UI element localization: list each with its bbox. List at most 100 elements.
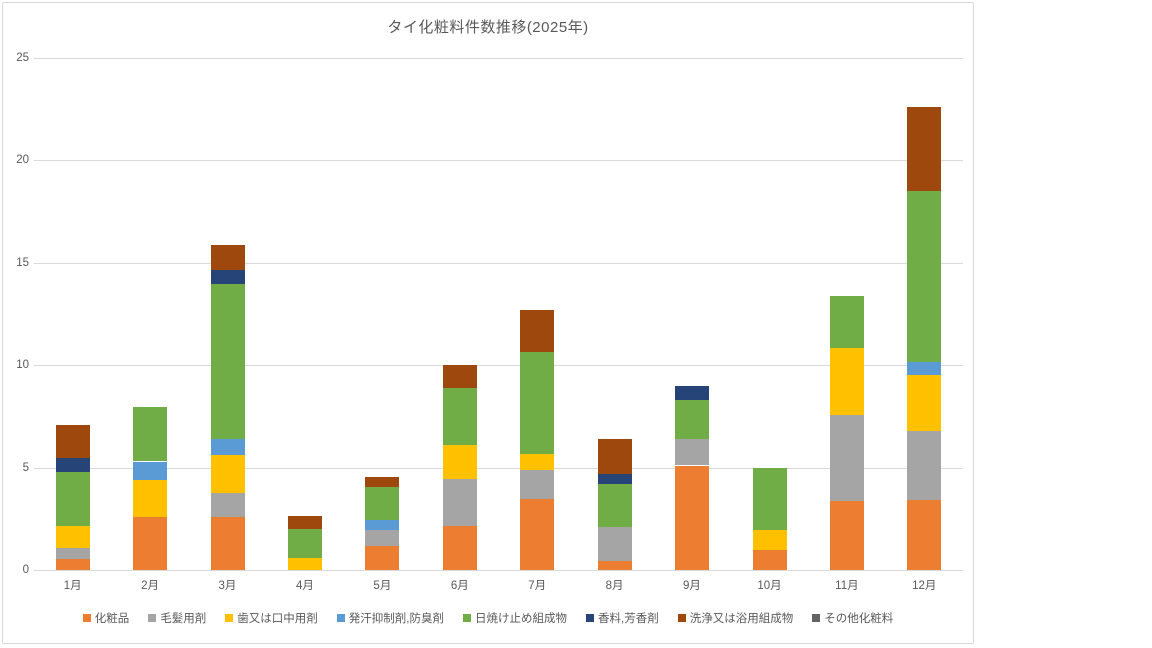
legend-item[interactable]: 歯又は口中用剤	[225, 610, 318, 626]
legend-item[interactable]: その他化粧料	[812, 610, 893, 626]
bar-segment[interactable]	[55, 547, 90, 559]
bar-segment[interactable]	[210, 245, 245, 270]
legend-item[interactable]: 日焼け止め組成物	[463, 610, 567, 626]
bar-segment[interactable]	[752, 530, 787, 550]
bar-segment[interactable]	[520, 499, 555, 570]
bar-segment[interactable]	[675, 400, 709, 439]
bar-segment[interactable]	[907, 362, 942, 376]
y-axis-tick-label: 15	[16, 256, 29, 269]
x-axis-tick-label: 7月	[528, 580, 547, 592]
bar-segment[interactable]	[133, 461, 168, 480]
x-axis-tick-label: 11月	[835, 580, 859, 592]
legend-item-label: 香料,芳香剤	[598, 613, 659, 625]
gridline	[34, 365, 963, 367]
y-axis-tick-label: 5	[22, 461, 29, 474]
legend-swatch-icon	[82, 614, 91, 622]
bar-segment[interactable]	[829, 347, 864, 416]
bar-segment[interactable]	[288, 515, 322, 529]
bar-segment[interactable]	[597, 438, 632, 474]
x-axis-tick-label: 8月	[605, 580, 624, 592]
x-axis-tick-label: 12月	[912, 580, 937, 592]
bar-segment[interactable]	[597, 473, 632, 484]
gridline	[34, 160, 963, 162]
bar-segment[interactable]	[55, 458, 90, 472]
bar-segment[interactable]	[55, 424, 90, 459]
bar-segment[interactable]	[829, 501, 864, 570]
legend: 化粧品 毛髪用剤 歯又は口中用剤 発汗抑制剤,防臭剤 日焼け止め組成物 香料,芳香剤 洗浄又…	[3, 610, 973, 626]
bar-segment[interactable]	[907, 430, 942, 501]
bar-segment[interactable]	[752, 467, 787, 531]
bar-segment[interactable]	[55, 558, 90, 570]
legend-swatch-icon	[586, 614, 594, 622]
bar-segment[interactable]	[442, 478, 477, 526]
legend-swatch-icon	[677, 614, 686, 622]
bar-segment[interactable]	[210, 493, 245, 517]
y-axis-tick-label: 25	[16, 52, 29, 64]
legend-swatch-icon	[225, 614, 234, 622]
bar-segment[interactable]	[133, 516, 168, 570]
legend-swatch-icon	[812, 614, 821, 622]
bar-segment[interactable]	[752, 549, 787, 570]
bar-segment[interactable]	[520, 454, 555, 470]
bar-segment[interactable]	[210, 284, 245, 439]
gridline	[34, 570, 963, 571]
bar-segment[interactable]	[210, 270, 245, 285]
legend-swatch-icon	[336, 614, 345, 622]
bar-segment[interactable]	[675, 385, 709, 400]
legend-item[interactable]: 発汗抑制剤,防臭剤	[336, 610, 444, 626]
bar-segment[interactable]	[133, 479, 168, 517]
bar-segment[interactable]	[520, 309, 555, 352]
bar-segment[interactable]	[210, 516, 245, 570]
bar-segment[interactable]	[365, 530, 400, 547]
legend-item-label: 歯又は口中用剤	[237, 613, 318, 625]
bar-segment[interactable]	[133, 407, 168, 462]
x-axis-tick-label: 2月	[141, 580, 160, 592]
legend-item[interactable]: 化粧品	[82, 610, 130, 626]
bar-segment[interactable]	[365, 487, 400, 520]
bar-segment[interactable]	[520, 469, 555, 500]
chart-title: タイ化粧料件数推移(2025年)	[387, 19, 589, 36]
bar-segment[interactable]	[365, 519, 400, 530]
bar-segment[interactable]	[907, 375, 942, 431]
bar-segment[interactable]	[907, 107, 942, 192]
y-axis-tick-label: 0	[22, 564, 29, 576]
bar-segment[interactable]	[675, 465, 709, 570]
bar-segment[interactable]	[829, 415, 864, 502]
legend-item-label: 発汗抑制剤,防臭剤	[348, 613, 444, 625]
bar-segment[interactable]	[675, 438, 709, 466]
legend-item[interactable]: 香料,芳香剤	[586, 610, 659, 626]
legend-item-label: 日焼け止め組成物	[475, 613, 567, 625]
bar-segment[interactable]	[442, 526, 477, 570]
gridline	[34, 262, 963, 264]
bar-segment[interactable]	[442, 365, 477, 388]
bar-segment[interactable]	[210, 438, 245, 456]
legend-item[interactable]: 毛髪用剤	[148, 610, 206, 626]
bar-segment[interactable]	[365, 546, 400, 570]
bar-segment[interactable]	[210, 455, 245, 494]
bar-segment[interactable]	[365, 476, 400, 487]
legend-item[interactable]: 洗浄又は浴用組成物	[677, 610, 794, 626]
legend-item-label: 洗浄又は浴用組成物	[689, 613, 794, 625]
x-axis-tick-label: 4月	[296, 580, 314, 592]
bar-segment[interactable]	[907, 191, 942, 363]
bar-segment[interactable]	[288, 557, 322, 570]
bar-segment[interactable]	[520, 351, 555, 455]
chart-frame: タイ化粧料件数推移(2025年) 化粧品 毛髪用剤 歯又は口中用剤 発汗抑制剤,防臭剤…	[2, 2, 974, 644]
legend-item-label: 化粧品	[94, 613, 130, 625]
bar-segment[interactable]	[55, 471, 90, 526]
y-axis-tick-label: 20	[16, 154, 29, 167]
bar-segment[interactable]	[597, 484, 632, 527]
x-axis-tick-label: 9月	[683, 580, 701, 592]
bar-segment[interactable]	[907, 500, 942, 570]
legend-swatch-icon	[148, 614, 157, 622]
bar-segment[interactable]	[55, 526, 90, 548]
bar-segment[interactable]	[597, 527, 632, 561]
gridline	[34, 58, 963, 59]
bar-segment[interactable]	[442, 445, 477, 479]
bar-segment[interactable]	[442, 387, 477, 445]
x-axis-tick-label: 3月	[218, 580, 237, 592]
bar-segment[interactable]	[829, 295, 864, 348]
bar-segment[interactable]	[597, 560, 632, 570]
y-axis-tick-label: 10	[16, 359, 29, 372]
bar-segment[interactable]	[288, 529, 322, 558]
